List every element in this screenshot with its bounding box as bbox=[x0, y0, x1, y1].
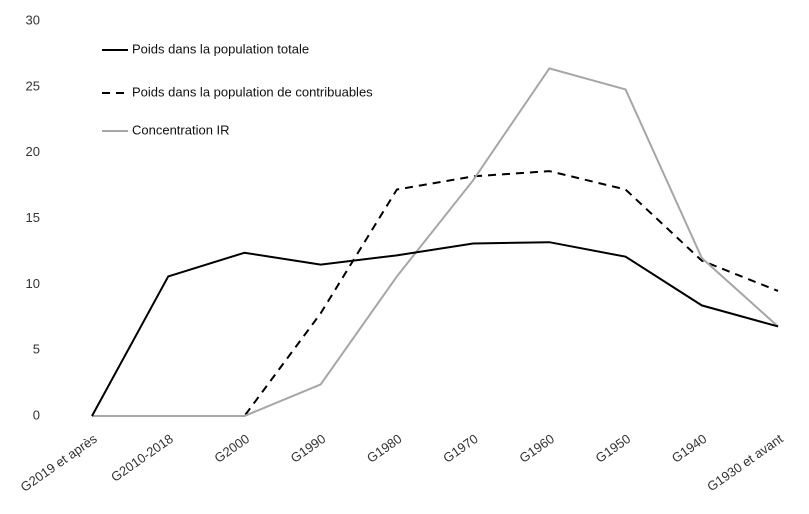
y-tick-label: 30 bbox=[26, 12, 40, 27]
x-tick-label: G1950 bbox=[593, 431, 634, 466]
x-tick-label: G1980 bbox=[364, 431, 405, 466]
x-tick-label: G1990 bbox=[288, 431, 329, 466]
y-tick-label: 10 bbox=[26, 276, 40, 291]
x-tick-label: G2019 et après bbox=[18, 431, 100, 495]
y-tick-label: 0 bbox=[33, 407, 40, 422]
series-line bbox=[92, 67, 779, 417]
x-tick-label: G2000 bbox=[212, 431, 253, 466]
x-tick-label: G1970 bbox=[440, 431, 481, 466]
y-tick-label: 5 bbox=[33, 342, 40, 357]
y-tick-label: 15 bbox=[26, 210, 40, 225]
series-line bbox=[92, 170, 779, 417]
x-tick-label: G2010-2018 bbox=[108, 431, 176, 485]
y-tick-label: 20 bbox=[26, 144, 40, 159]
x-tick-label: G1960 bbox=[516, 431, 557, 466]
legend-label: Poids dans la population de contribuable… bbox=[132, 84, 373, 99]
x-tick-label: G1940 bbox=[669, 431, 710, 466]
series-line bbox=[91, 241, 779, 417]
x-tick-label: G1930 et avant bbox=[704, 431, 786, 495]
legend-label: Poids dans la population totale bbox=[132, 41, 309, 56]
legend-label: Concentration IR bbox=[132, 122, 230, 137]
y-tick-label: 25 bbox=[26, 78, 40, 93]
